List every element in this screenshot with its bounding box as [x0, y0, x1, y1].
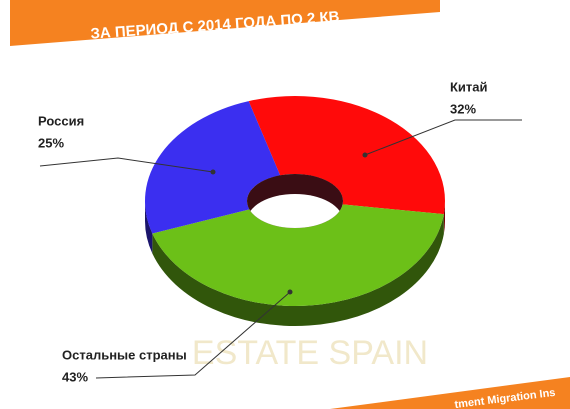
category-label: Остальные страны [62, 347, 187, 362]
hole [247, 194, 343, 228]
watermark: ESTATE SPAIN [192, 334, 428, 372]
slice-side [145, 201, 153, 254]
slice [248, 95, 445, 215]
slice [144, 101, 281, 234]
slice [152, 204, 444, 307]
value-label: 43% [62, 369, 88, 384]
category-label: Китай [450, 79, 488, 94]
donut [144, 95, 446, 327]
leader-line [364, 119, 522, 156]
leader-line [95, 291, 291, 379]
value-label: 25% [38, 135, 64, 150]
leader-dot [362, 152, 368, 158]
footer-banner [330, 377, 570, 409]
category-label: Россия [38, 113, 84, 128]
slice-side [443, 201, 446, 235]
value-label: 32% [450, 101, 476, 116]
slice-side [152, 214, 444, 327]
leader-dot [210, 169, 216, 175]
leader-dot [287, 289, 293, 295]
header-banner [10, 0, 440, 46]
leader-line [39, 157, 214, 173]
